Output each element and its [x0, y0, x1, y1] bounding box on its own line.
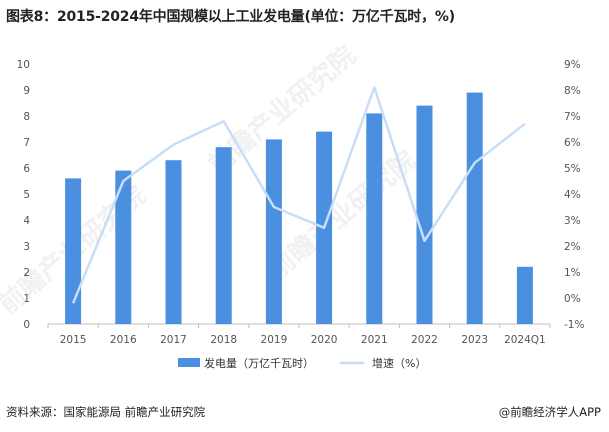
x-tick-label: 2022	[411, 334, 438, 346]
x-tick-label: 2024Q1	[504, 334, 546, 346]
legend-line-label: 增速（%）	[372, 356, 426, 370]
left-tick-label: 7	[23, 137, 30, 149]
right-tick-label: 3%	[564, 215, 581, 227]
right-tick-label: 2%	[564, 241, 581, 253]
left-axis: 0 1 2 3 4 5 6 7 8 9 10	[17, 59, 31, 331]
bar	[516, 266, 533, 324]
chart-area: 0 1 2 3 4 5 6 7 8 9 10 -1% 0% 1% 2% 3% 4% 5% 6% 7% 8% 9% 201…	[17, 59, 585, 370]
bar	[366, 113, 383, 325]
legend: 发电量（万亿千瓦时） 增速（%）	[178, 356, 426, 370]
brand-credit: @前瞻经济学人APP	[498, 405, 601, 419]
source-note: 资料来源：国家能源局 前瞻产业研究院	[6, 405, 206, 419]
right-tick-label: -1%	[564, 319, 584, 331]
right-tick-label: 7%	[564, 111, 581, 123]
x-tick-label: 2018	[210, 334, 237, 346]
x-axis: 2015 2016 2017 2018 2019 2020 2021 2022 2023 2024…	[47, 324, 551, 346]
bar-series	[65, 92, 533, 325]
bar	[466, 92, 483, 324]
x-tick-label: 2021	[361, 334, 388, 346]
left-tick-label: 6	[23, 163, 30, 175]
bar	[265, 139, 282, 324]
chart-title: 图表8：2015-2024年中国规模以上工业发电量(单位：万亿千瓦时，%)	[6, 9, 455, 25]
right-tick-label: 8%	[564, 85, 581, 97]
bar	[115, 170, 132, 324]
bar	[416, 105, 433, 324]
x-tick-label: 2023	[461, 334, 488, 346]
left-tick-label: 5	[23, 189, 30, 201]
right-tick-label: 6%	[564, 137, 581, 149]
x-tick-label: 2017	[160, 334, 187, 346]
legend-bar-swatch	[178, 358, 200, 367]
left-tick-label: 1	[23, 293, 30, 305]
left-tick-label: 0	[23, 319, 30, 331]
right-tick-label: 0%	[564, 293, 581, 305]
x-tick-label: 2019	[261, 334, 288, 346]
right-axis: -1% 0% 1% 2% 3% 4% 5% 6% 7% 8% 9%	[564, 59, 584, 331]
bar	[65, 178, 82, 324]
left-tick-label: 2	[23, 267, 30, 279]
legend-bar-label: 发电量（万亿千瓦时）	[204, 356, 314, 370]
x-tick-label: 2016	[110, 334, 137, 346]
x-tick-label: 2015	[60, 334, 87, 346]
right-tick-label: 1%	[564, 267, 581, 279]
bar	[215, 147, 232, 324]
growth-line	[71, 86, 526, 304]
right-tick-label: 5%	[564, 163, 581, 175]
left-tick-label: 10	[17, 59, 30, 71]
left-tick-label: 8	[23, 111, 30, 123]
left-tick-label: 4	[23, 215, 30, 227]
x-tick-label: 2020	[311, 334, 338, 346]
right-tick-label: 9%	[564, 59, 581, 71]
right-tick-label: 4%	[564, 189, 581, 201]
left-tick-label: 3	[23, 241, 30, 253]
bar	[165, 160, 182, 324]
left-tick-label: 9	[23, 85, 30, 97]
